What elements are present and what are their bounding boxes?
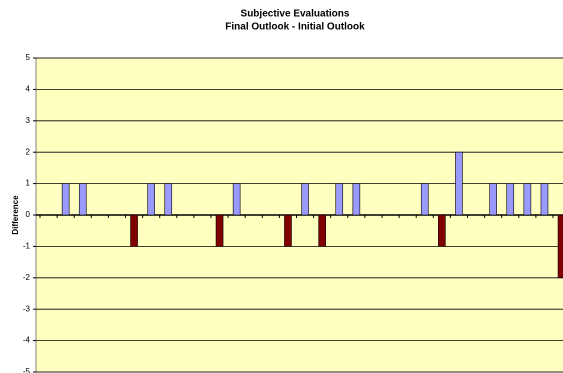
y-tick-label: -5	[23, 367, 31, 373]
bar	[232, 183, 241, 216]
y-tick-label: 1	[26, 179, 31, 188]
bar	[301, 183, 309, 216]
bar	[420, 183, 429, 216]
bar	[557, 214, 563, 279]
y-tick-label: 3	[26, 116, 31, 125]
bar	[489, 183, 497, 216]
bar	[455, 151, 463, 216]
y-tick-label: 0	[26, 210, 31, 219]
bar	[318, 214, 326, 247]
bar	[523, 183, 532, 216]
y-tick-label: 5	[26, 53, 31, 62]
chart-subtitle: Final Outlook - Initial Outlook	[225, 22, 365, 33]
bar	[506, 183, 515, 216]
bar	[352, 183, 361, 216]
bar	[61, 183, 70, 216]
y-tick-label: -4	[23, 336, 31, 345]
y-tick-label: -3	[23, 304, 31, 313]
bar	[284, 214, 292, 247]
bar	[78, 183, 87, 216]
y-axis-label: Difference	[11, 195, 20, 235]
bar	[215, 214, 224, 247]
bar	[130, 214, 138, 247]
bar	[335, 183, 344, 216]
y-tick-label: 2	[26, 147, 31, 156]
bar	[147, 183, 155, 216]
bar	[164, 183, 173, 216]
bar	[438, 214, 446, 247]
y-tick-label: -1	[23, 242, 31, 251]
y-tick-label: 4	[26, 85, 31, 94]
y-tick-label: -2	[23, 273, 31, 282]
chart-title: Subjective Evaluations	[241, 9, 350, 20]
bar	[540, 183, 549, 216]
